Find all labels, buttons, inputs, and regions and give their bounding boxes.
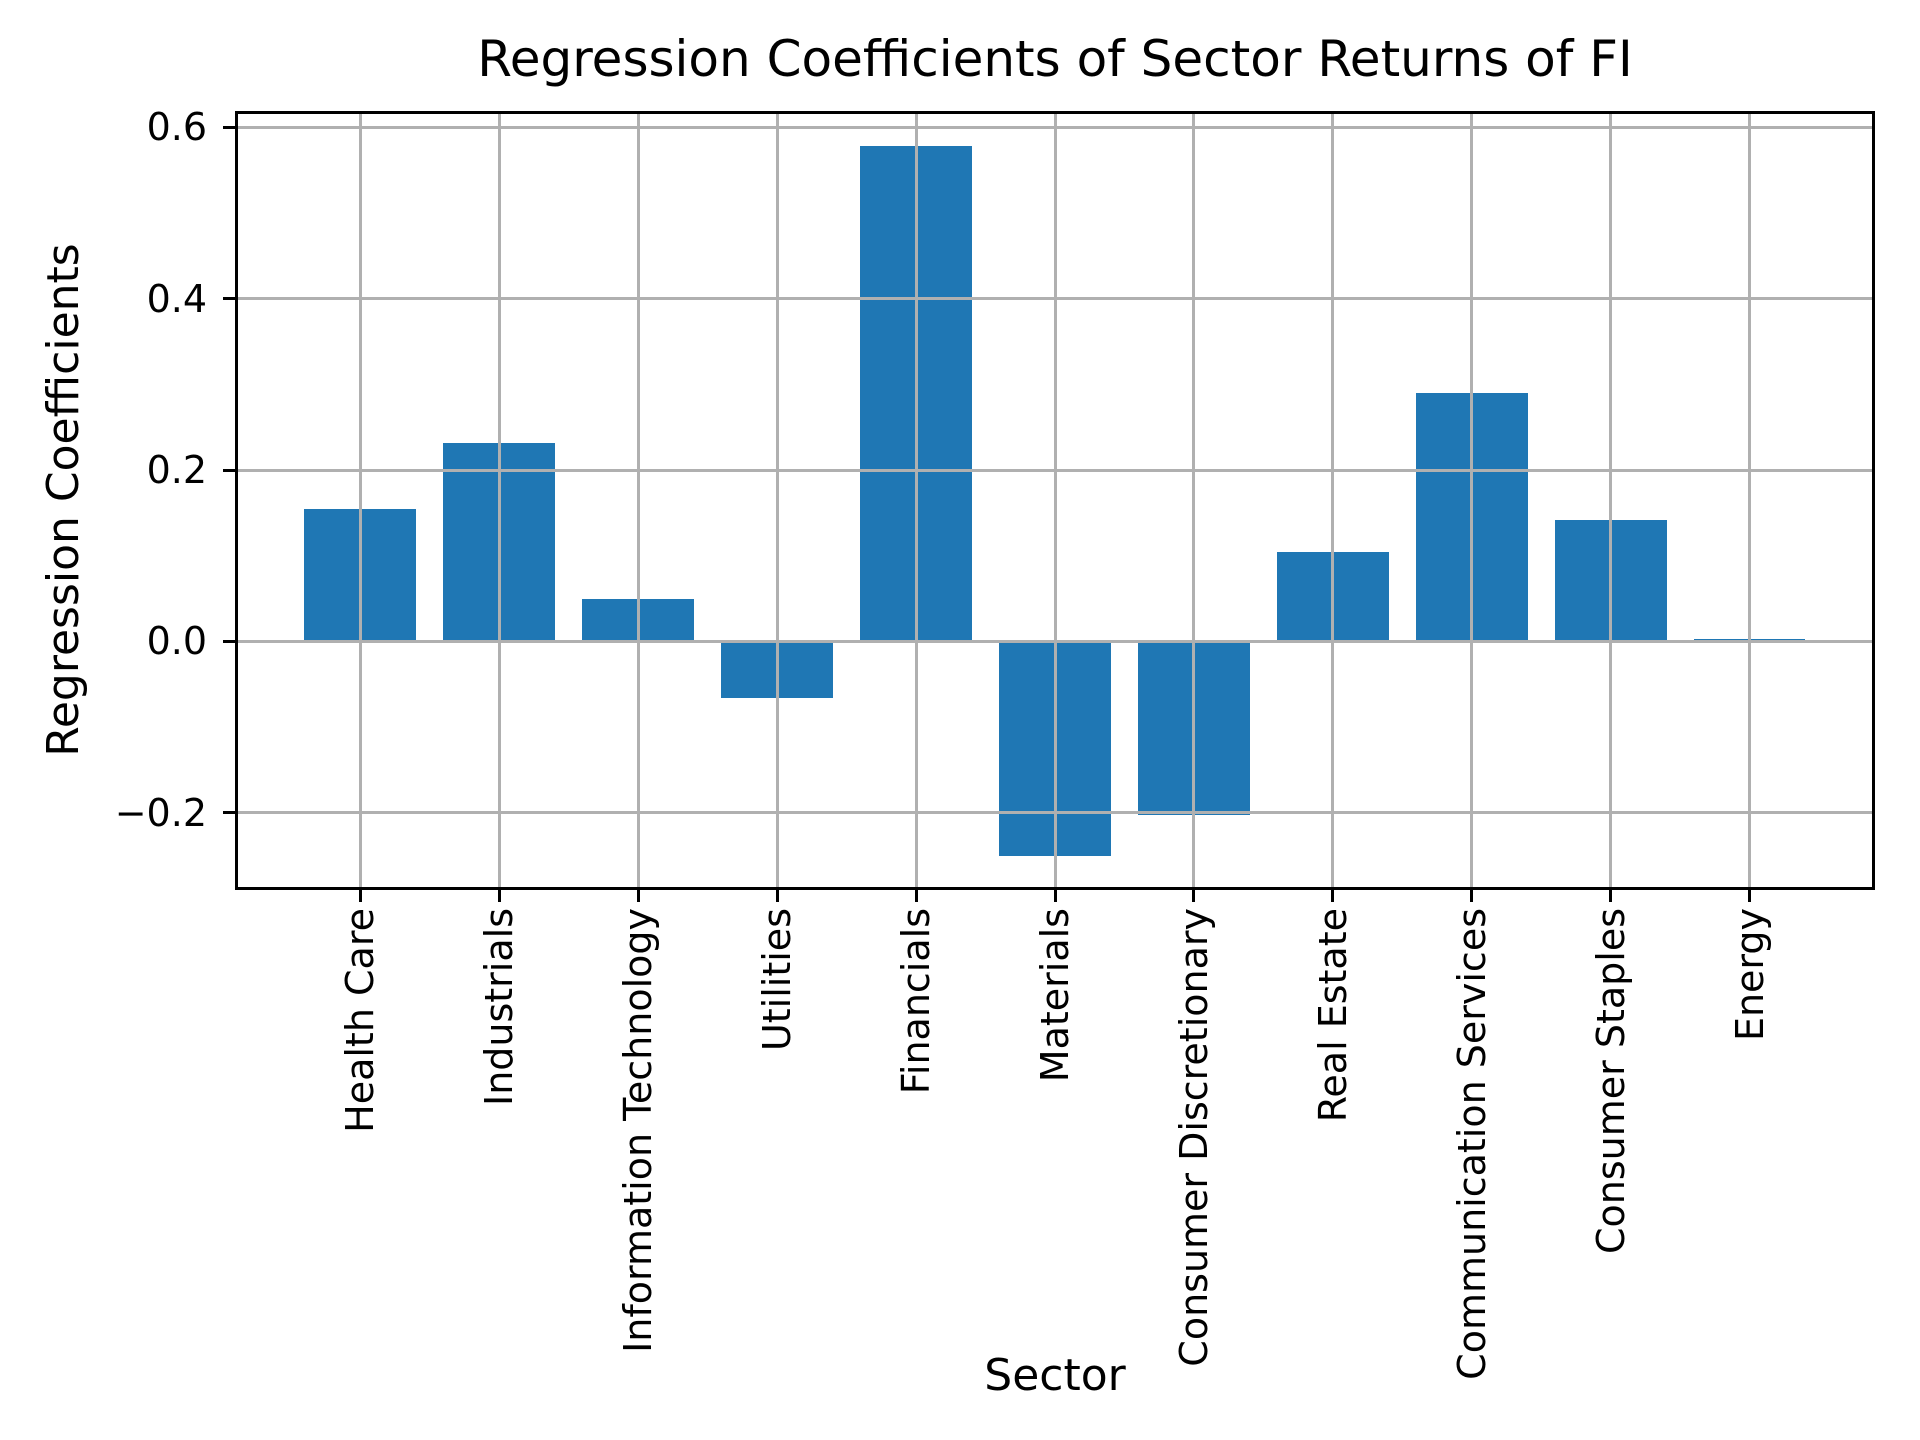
gridline-vertical [1192,111,1196,890]
x-tick-mark [358,890,362,902]
gridline-horizontal [235,811,1875,815]
y-tick-label: 0.6 [146,105,207,150]
x-tick-label: Consumer Discretionary [1171,908,1216,1367]
gridline-vertical [1053,111,1057,890]
x-tick-label: Real Estate [1310,908,1355,1123]
x-tick-mark [1748,890,1752,902]
gridline-vertical [358,111,362,890]
x-tick-label: Industrials [477,908,522,1107]
x-tick-label: Materials [1033,908,1077,1083]
chart-title: Regression Coefficients of Sector Return… [477,30,1633,88]
x-tick-mark [1609,890,1613,902]
gridline-horizontal [235,125,1875,129]
gridline-vertical [1748,111,1752,890]
gridline-horizontal [235,639,1875,643]
x-tick-label: Information Technology [616,908,661,1353]
gridline-horizontal [235,297,1875,301]
x-tick-mark [914,890,918,902]
x-tick-mark [1331,890,1335,902]
y-tick-mark [223,297,235,301]
x-tick-mark [1192,890,1196,902]
x-tick-mark [1470,890,1474,902]
gridline-vertical [1470,111,1474,890]
x-axis-label: Sector [984,1350,1126,1401]
gridline-vertical [1331,111,1335,890]
y-tick-mark [223,468,235,472]
y-tick-label: −0.2 [114,790,207,835]
x-tick-mark [775,890,779,902]
y-tick-mark [223,125,235,129]
x-tick-label: Consumer Staples [1588,908,1633,1255]
grid-layer [235,111,1875,890]
gridline-vertical [636,111,640,890]
x-tick-mark [1053,890,1057,902]
x-tick-label: Health Care [338,908,383,1133]
y-tick-label: 0.0 [146,619,207,664]
gridline-vertical [914,111,918,890]
x-tick-label: Utilities [755,908,800,1052]
x-tick-label: Communication Services [1449,908,1494,1380]
gridline-vertical [775,111,779,890]
gridline-vertical [1609,111,1613,890]
y-tick-label: 0.2 [146,448,207,493]
x-tick-mark [636,890,640,902]
x-tick-mark [497,890,501,902]
gridline-horizontal [235,468,1875,472]
x-tick-label: Financials [894,908,939,1095]
y-tick-label: 0.4 [146,276,207,321]
y-tick-mark [223,639,235,643]
gridline-vertical [497,111,501,890]
plot-area [235,111,1875,890]
y-tick-mark [223,811,235,815]
x-tick-label: Energy [1727,908,1772,1042]
